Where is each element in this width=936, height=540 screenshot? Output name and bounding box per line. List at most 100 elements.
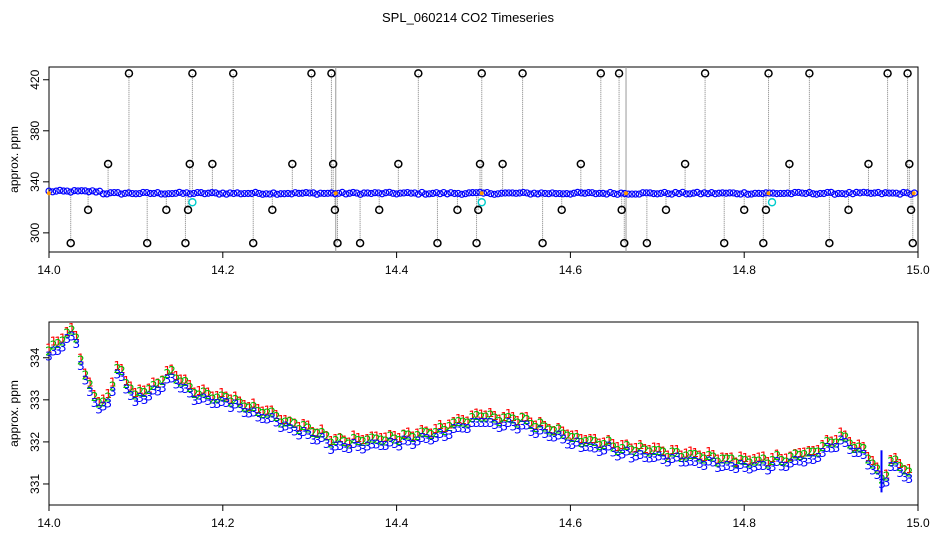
baseline-point xyxy=(581,189,589,197)
series-1-point: 1 xyxy=(305,418,313,432)
series-1-point: 1 xyxy=(154,376,162,390)
baseline-point xyxy=(393,190,401,198)
baseline-point xyxy=(490,190,498,198)
series-3-point: 3 xyxy=(50,345,58,359)
outlier-point xyxy=(103,159,113,169)
baseline-point xyxy=(266,190,274,198)
series-3-point: 3 xyxy=(355,440,363,454)
series-2-point: 2 xyxy=(232,393,240,407)
baseline-point xyxy=(534,190,542,198)
outlier-point xyxy=(700,69,710,78)
series-2-point: 2 xyxy=(227,395,235,409)
series-3-point: 3 xyxy=(733,462,741,476)
co2-timeseries-panel: 14.0 14.2 14.4 14.6 14.8 15.0 300 340 380 420 appr… xyxy=(7,66,930,277)
series-2-point: 2 xyxy=(860,442,868,456)
series-3-point: 3 xyxy=(159,381,167,395)
baseline-point xyxy=(584,189,593,197)
series-1-point: 1 xyxy=(596,436,604,450)
series-3-point: 3 xyxy=(145,389,153,403)
series-1-point: 1 xyxy=(123,374,131,388)
outlier-point xyxy=(620,238,629,248)
baseline-point xyxy=(316,189,325,197)
baseline-point xyxy=(765,189,774,197)
series-1-point: 1 xyxy=(282,413,290,427)
series-3-point: 3 xyxy=(63,332,71,346)
baseline-point xyxy=(610,190,618,198)
series-3-point: 3 xyxy=(505,416,513,430)
series-1-point: 1 xyxy=(746,453,754,467)
series-2-point: 2 xyxy=(305,421,313,435)
x-tick-label: 14.8 xyxy=(733,263,757,277)
series-2-point: 2 xyxy=(145,383,153,397)
series-3-point: 3 xyxy=(341,441,349,455)
series-1-point: 1 xyxy=(860,440,868,454)
series-1-point: 1 xyxy=(432,422,440,436)
series-2-point: 2 xyxy=(150,379,158,393)
series-1-point: 1 xyxy=(109,376,117,390)
baseline-point xyxy=(125,189,133,197)
baseline-point xyxy=(682,190,690,198)
outlier-point xyxy=(328,159,338,169)
series-2-point: 2 xyxy=(141,386,149,400)
series-3-point: 3 xyxy=(541,427,549,441)
outlier-point xyxy=(414,69,423,78)
series-1-point: 1 xyxy=(414,427,422,441)
series-2-point: 2 xyxy=(796,449,804,463)
baseline-point xyxy=(345,189,354,197)
outlier-point xyxy=(453,205,462,215)
series-3-point: 3 xyxy=(300,425,308,439)
series-1-point: 1 xyxy=(136,382,144,396)
series-3-point: 3 xyxy=(264,412,272,426)
series-3-point: 3 xyxy=(537,423,545,437)
baseline-point xyxy=(208,189,216,197)
series-2-point: 2 xyxy=(905,465,913,479)
series-1-point: 1 xyxy=(851,440,859,454)
series-3-point: 3 xyxy=(478,416,486,430)
baseline-point xyxy=(834,189,842,198)
outlier-point xyxy=(394,159,403,169)
series-3-point: 3 xyxy=(127,389,135,403)
series-2-point: 2 xyxy=(250,400,258,414)
series-1-point: 1 xyxy=(473,406,481,420)
series-3-point: 3 xyxy=(168,371,176,385)
series-3-point: 3 xyxy=(100,400,108,414)
series-3-point: 3 xyxy=(182,382,190,396)
outlier-point xyxy=(124,69,134,78)
series-3-point: 3 xyxy=(82,373,90,387)
series-1-point: 1 xyxy=(245,400,253,414)
series-3-point: 3 xyxy=(773,455,781,469)
baseline-point xyxy=(117,190,126,198)
series-1-point: 1 xyxy=(869,454,877,468)
outlier-point xyxy=(83,205,93,215)
baseline-point xyxy=(541,189,549,198)
series-1-point: 1 xyxy=(300,417,308,431)
series-1-point: 1 xyxy=(519,410,527,424)
outlier-point xyxy=(906,205,916,215)
baseline-point xyxy=(874,188,882,197)
series-1-point: 1 xyxy=(437,418,445,432)
series-3-point: 3 xyxy=(455,421,463,435)
flag-point xyxy=(477,198,486,207)
baseline-point xyxy=(545,190,553,198)
baseline-point xyxy=(306,189,314,197)
series-2-point: 2 xyxy=(573,431,581,445)
series-2-point: 2 xyxy=(746,456,754,470)
series-2-point: 2 xyxy=(619,442,627,456)
baseline-point xyxy=(450,189,459,198)
accent-point xyxy=(47,191,51,196)
series-2-point: 2 xyxy=(86,378,94,392)
series-1-point: 1 xyxy=(387,428,395,442)
series-1-point: 1 xyxy=(72,329,80,343)
series-3-point: 3 xyxy=(728,460,736,474)
baseline-point xyxy=(628,190,636,198)
series-3-point: 3 xyxy=(364,440,372,454)
series-1-point: 1 xyxy=(733,455,741,469)
baseline-point xyxy=(309,189,317,197)
series-1-point: 1 xyxy=(828,434,836,448)
series-3-point: 3 xyxy=(218,395,226,409)
series-1-point: 1 xyxy=(801,446,809,460)
series-2-point: 2 xyxy=(865,452,873,466)
outlier-point xyxy=(908,238,918,248)
series-2-point: 2 xyxy=(286,415,294,429)
